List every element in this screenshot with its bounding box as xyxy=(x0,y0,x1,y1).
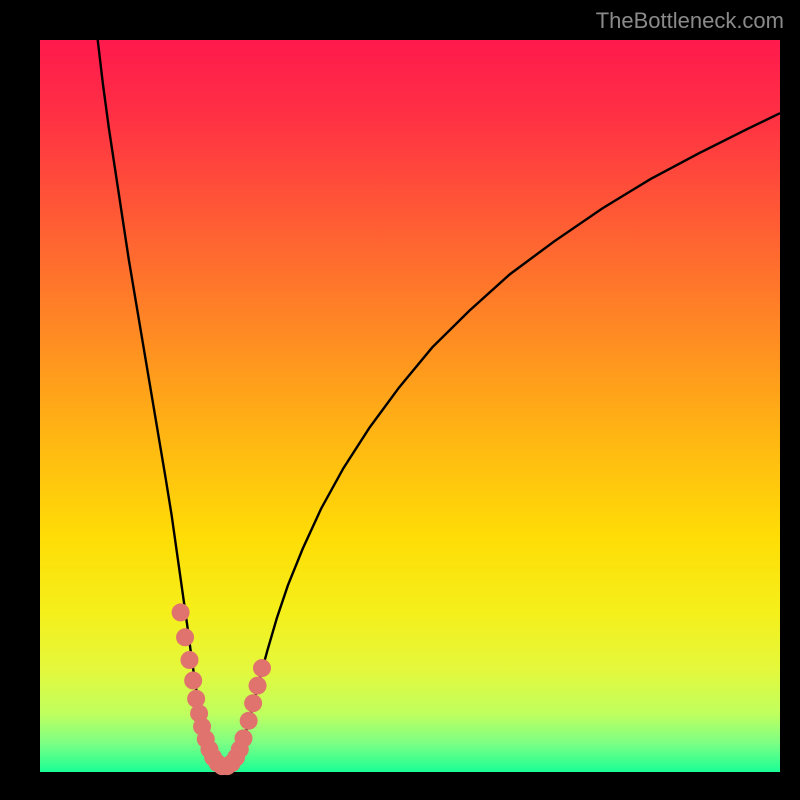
marker-dot xyxy=(235,729,253,747)
marker-dot xyxy=(172,603,190,621)
marker-dot xyxy=(253,659,271,677)
marker-dot xyxy=(240,712,258,730)
plot-background xyxy=(40,40,780,772)
chart-svg xyxy=(0,0,800,800)
marker-dot xyxy=(184,672,202,690)
marker-dot xyxy=(176,628,194,646)
marker-dot xyxy=(244,694,262,712)
marker-dot xyxy=(180,651,198,669)
watermark-text: TheBottleneck.com xyxy=(596,8,784,34)
marker-dot xyxy=(249,677,267,695)
